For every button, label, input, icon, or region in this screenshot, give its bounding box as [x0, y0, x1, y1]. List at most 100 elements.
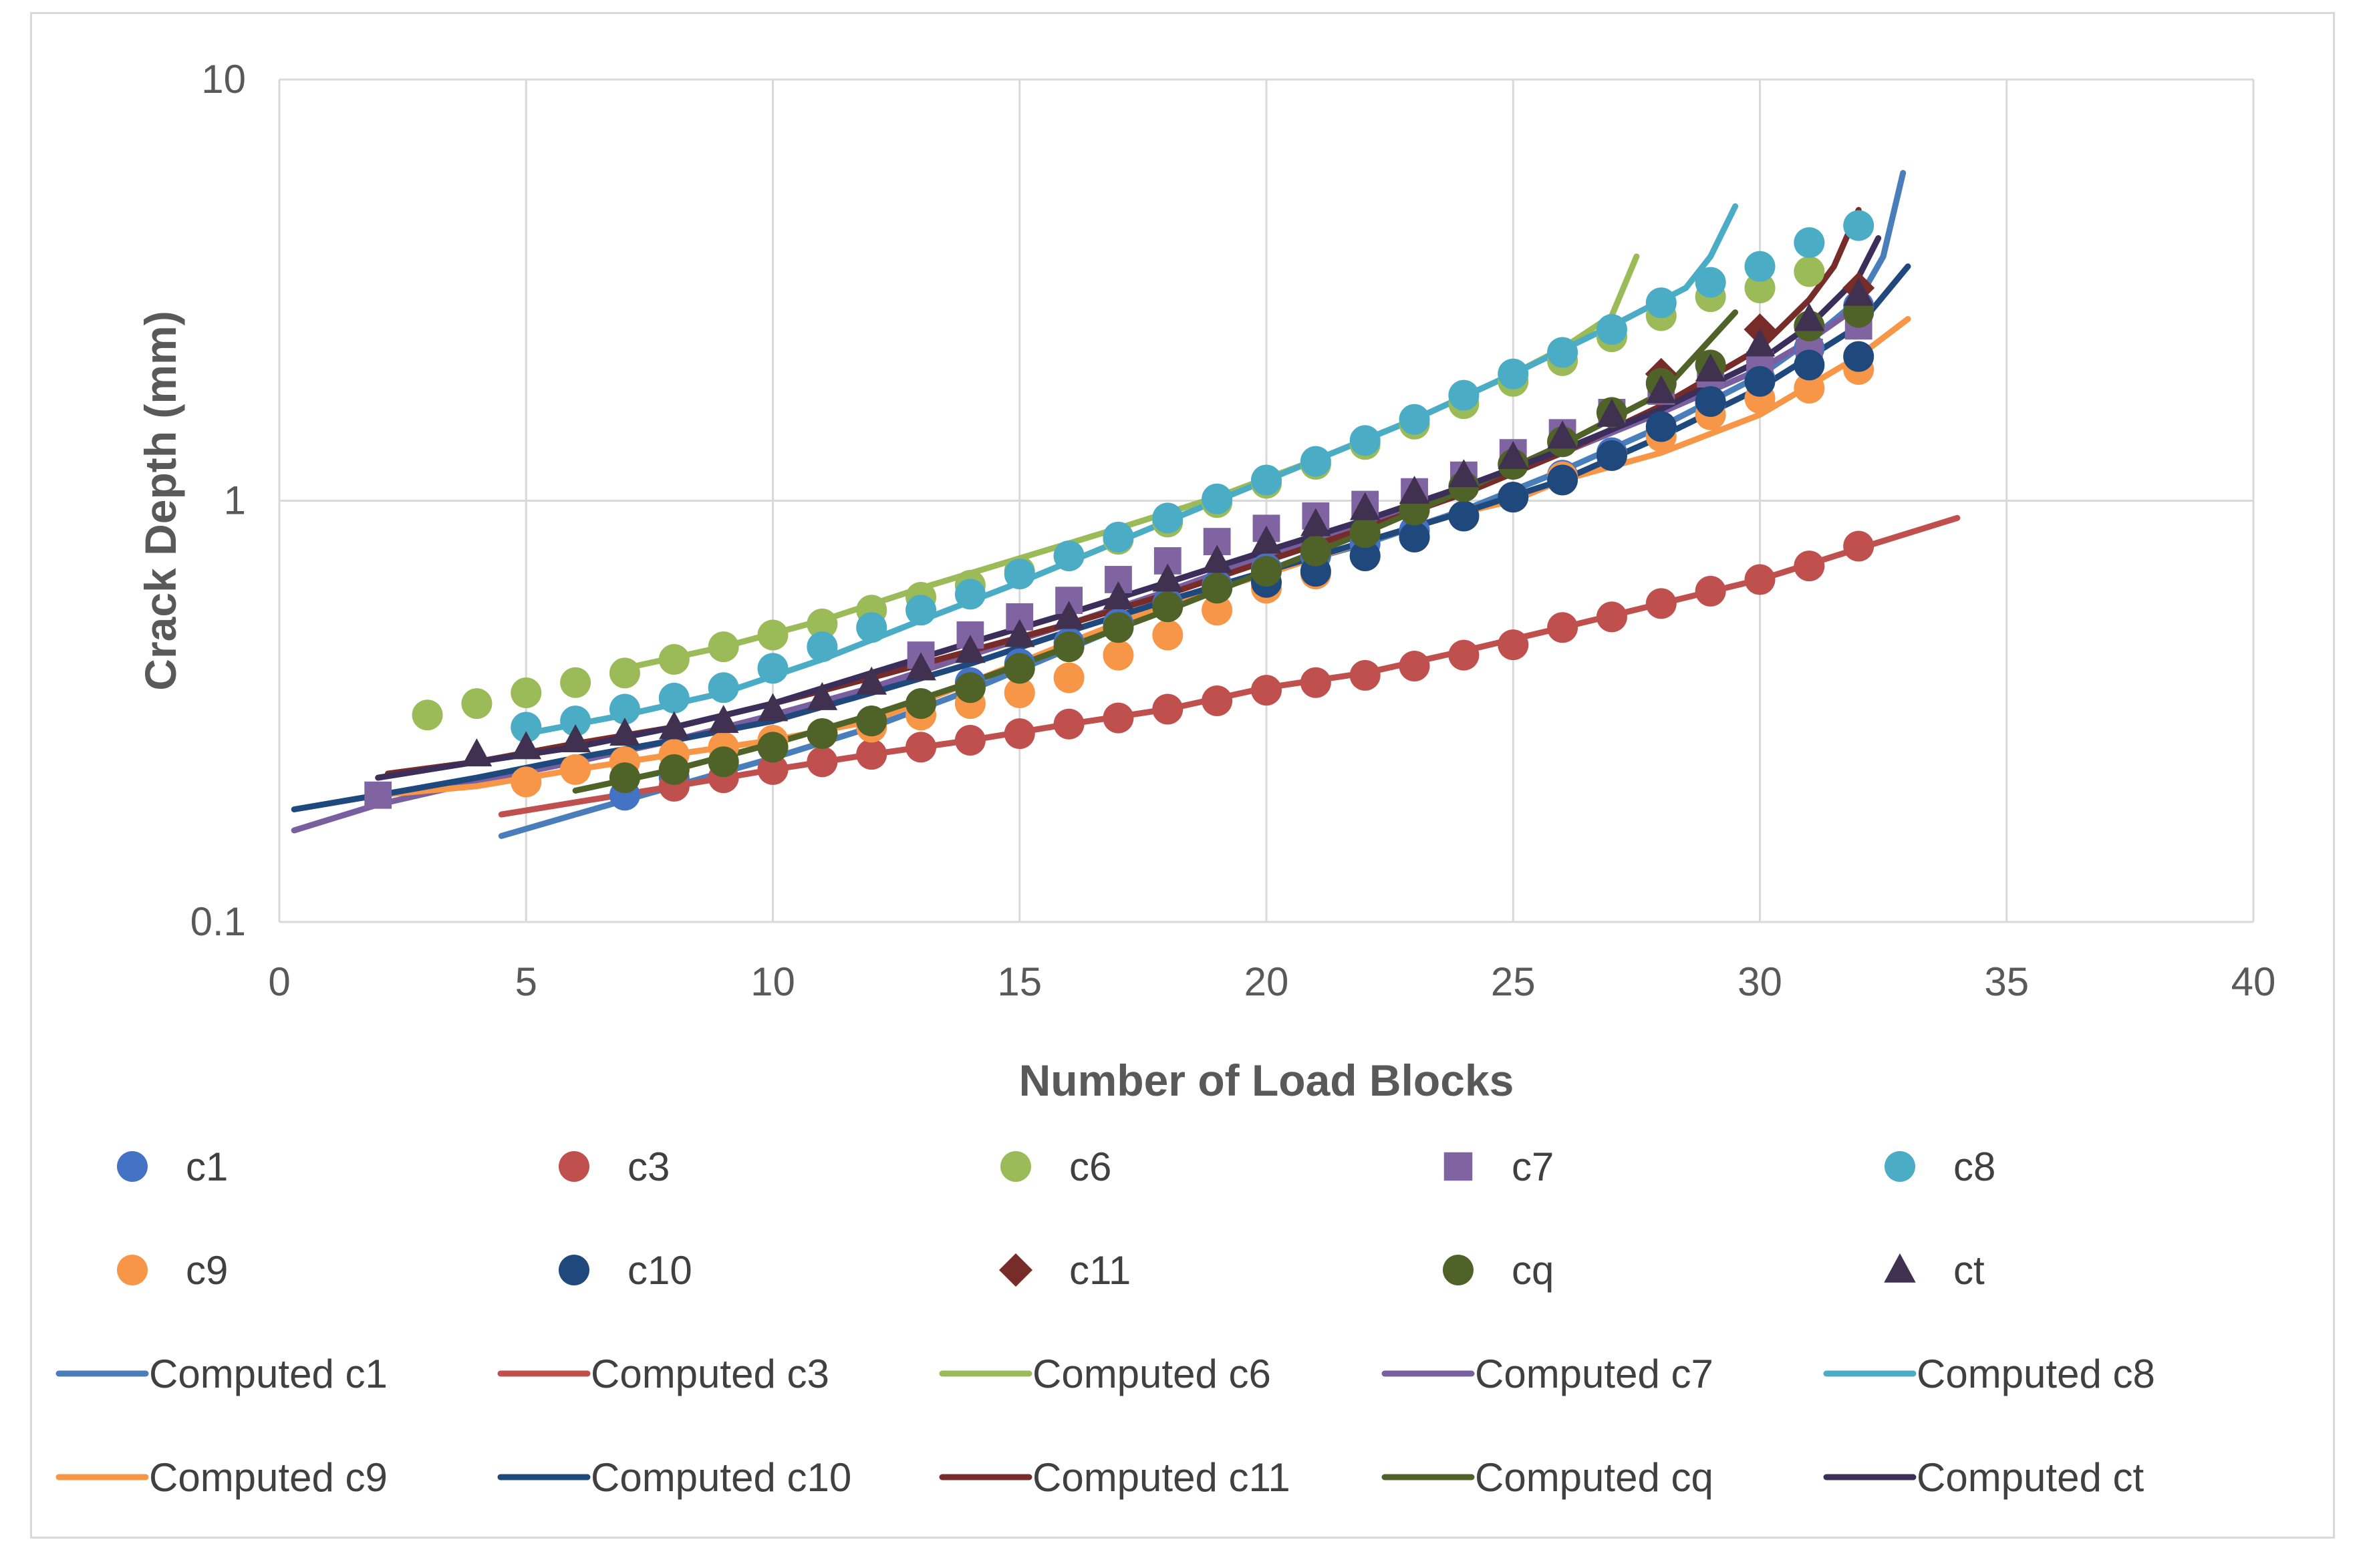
- point-c3: [1103, 702, 1134, 734]
- point-ct: [609, 718, 640, 746]
- point-c8: [1744, 251, 1776, 282]
- point-c3: [856, 739, 887, 770]
- x-tick-label: 25: [1491, 959, 1536, 1004]
- point-cq: [1251, 556, 1282, 587]
- point-ct: [1794, 303, 1825, 331]
- legend-item-c7: c7: [1443, 1144, 1554, 1189]
- legend-label: Computed c1: [149, 1352, 388, 1396]
- legend-item-computed-c10: Computed c10: [497, 1455, 851, 1500]
- point-cq: [757, 732, 789, 763]
- point-c8: [954, 579, 986, 610]
- point-c6: [511, 677, 542, 708]
- point-c3: [1202, 685, 1233, 716]
- point-c10: [1448, 500, 1480, 532]
- point-c6: [560, 667, 591, 698]
- point-c3: [1399, 650, 1430, 681]
- point-cq: [856, 705, 887, 737]
- y-axis-title: Crack Depth (mm): [136, 311, 185, 690]
- legend-marker-swatch: [117, 1151, 148, 1182]
- point-cq: [1152, 591, 1184, 623]
- point-c3: [906, 732, 937, 763]
- series-ct: [461, 277, 1874, 767]
- point-c3: [954, 725, 986, 756]
- legend-marker-swatch: [999, 1253, 1032, 1287]
- point-c8: [1843, 210, 1874, 241]
- point-c10: [1645, 411, 1677, 442]
- point-c9: [1053, 662, 1085, 693]
- point-ct: [708, 705, 739, 734]
- point-c3: [1843, 530, 1874, 562]
- legend-label: c6: [1069, 1144, 1111, 1189]
- point-c10: [1843, 341, 1874, 372]
- point-c6: [1744, 273, 1776, 304]
- point-ct: [1547, 420, 1578, 449]
- legend-label: Computed cq: [1475, 1455, 1713, 1500]
- point-cq: [1202, 573, 1233, 604]
- legend-item-c3: c3: [559, 1144, 670, 1189]
- point-ct: [1498, 441, 1529, 470]
- point-ct: [1152, 563, 1184, 592]
- legend-marker-swatch: [1443, 1152, 1473, 1181]
- point-c8: [1152, 502, 1184, 534]
- point-cq: [1103, 612, 1134, 643]
- legend-label: c10: [628, 1248, 692, 1293]
- point-c9: [1103, 639, 1134, 671]
- point-c10: [1547, 464, 1578, 496]
- point-c8: [1300, 446, 1331, 477]
- point-ct: [856, 666, 887, 695]
- legend-item-c9: c9: [117, 1248, 228, 1293]
- legend: c1 c3 c6 c7 c8 c9 c10 c11 cq ct Computed c1 Compute…: [55, 1144, 2155, 1500]
- point-c8: [658, 682, 690, 714]
- legend-label: c7: [1512, 1144, 1554, 1189]
- legend-marker-swatch: [559, 1255, 589, 1285]
- legend-label: c11: [1069, 1248, 1131, 1293]
- legend-item-c11: c11: [999, 1248, 1131, 1293]
- y-tick-label: 1: [224, 478, 246, 523]
- point-c6: [609, 657, 640, 689]
- legend-label: ct: [1953, 1248, 1985, 1293]
- legend-marker-swatch: [1885, 1151, 1915, 1182]
- legend-item-c10: c10: [559, 1248, 692, 1293]
- point-c3: [1547, 612, 1578, 643]
- legend-item-computed-c6: Computed c6: [939, 1352, 1271, 1396]
- point-c9: [1794, 373, 1825, 404]
- legend-label: c3: [628, 1144, 670, 1189]
- legend-item-c6: c6: [1000, 1144, 1111, 1189]
- point-ct: [1300, 508, 1331, 536]
- point-cq: [658, 754, 690, 785]
- point-c3: [1004, 718, 1035, 750]
- point-c6: [807, 608, 838, 639]
- point-c3: [807, 746, 838, 778]
- point-ct: [1596, 398, 1627, 427]
- point-c9: [1152, 619, 1184, 651]
- point-ct: [1744, 328, 1776, 357]
- point-c8: [1349, 425, 1381, 456]
- legend-marker-swatch: [1884, 1253, 1916, 1283]
- legend-label: Computed c8: [1917, 1352, 2155, 1396]
- point-ct: [560, 724, 591, 753]
- point-ct: [1349, 492, 1381, 520]
- point-c9: [560, 754, 591, 785]
- point-c8: [1004, 559, 1035, 590]
- legend-label: Computed ct: [1917, 1455, 2144, 1500]
- point-cq: [1004, 653, 1035, 684]
- point-c6: [412, 699, 443, 731]
- point-c6: [708, 631, 739, 663]
- point-c3: [1349, 659, 1381, 691]
- series-c3: [658, 530, 1874, 802]
- point-c8: [708, 672, 739, 703]
- legend-item-computed-c9: Computed c9: [55, 1455, 388, 1500]
- legend-item-computed-cq: Computed cq: [1381, 1455, 1713, 1500]
- point-c9: [1202, 595, 1233, 626]
- point-c3: [1498, 629, 1529, 661]
- legend-item-cq: cq: [1443, 1248, 1554, 1293]
- point-c3: [1448, 639, 1480, 671]
- line-computed-c11: [385, 206, 1862, 777]
- point-cq: [906, 688, 937, 720]
- point-ct: [511, 731, 542, 760]
- x-tick-label: 5: [515, 959, 537, 1004]
- legend-label: Computed c9: [149, 1455, 388, 1500]
- point-c6: [757, 619, 789, 651]
- legend-item-computed-c8: Computed c8: [1823, 1352, 2155, 1396]
- point-c8: [1695, 267, 1726, 298]
